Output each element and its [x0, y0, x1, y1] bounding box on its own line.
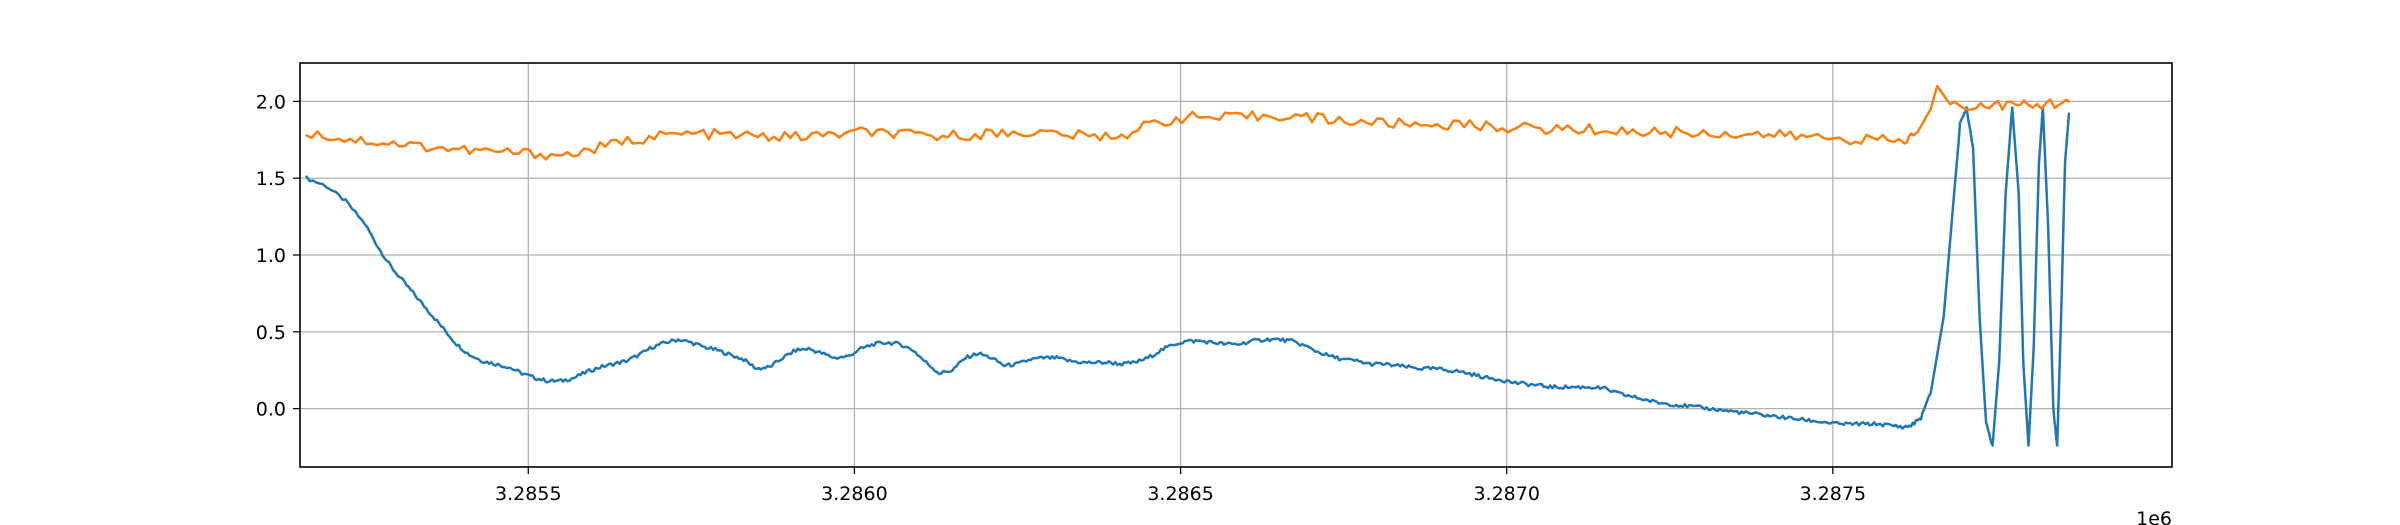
x-tick-label: 3.2865: [1147, 483, 1213, 505]
y-tick-label: 0.5: [256, 322, 286, 344]
y-tick-label: 2.0: [256, 91, 286, 113]
ticks: 3.2855 3.2860 3.2865 3.2870 3.2875 0.0 0.5 1.0 1…: [256, 91, 1866, 505]
x-tick-label: 3.2870: [1473, 483, 1539, 505]
series-line-orange: [305, 84, 2071, 161]
y-tick-label: 0.0: [256, 399, 286, 421]
x-tick-label: 3.2855: [495, 483, 561, 505]
axes-frame: [299, 62, 2173, 468]
x-tick-label: 3.2860: [821, 483, 887, 505]
x-offset-label: 1e6: [2136, 508, 2172, 525]
x-tick-label: 3.2875: [1800, 483, 1866, 505]
y-tick-label: 1.5: [256, 168, 286, 190]
series-layer: [305, 84, 2071, 447]
y-tick-label: 1.0: [256, 245, 286, 267]
series-line-blue: [305, 106, 2071, 447]
grid: [300, 63, 2172, 467]
